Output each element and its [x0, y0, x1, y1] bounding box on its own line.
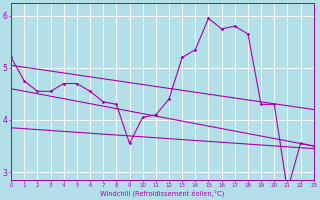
X-axis label: Windchill (Refroidissement éolien,°C): Windchill (Refroidissement éolien,°C): [100, 190, 225, 197]
